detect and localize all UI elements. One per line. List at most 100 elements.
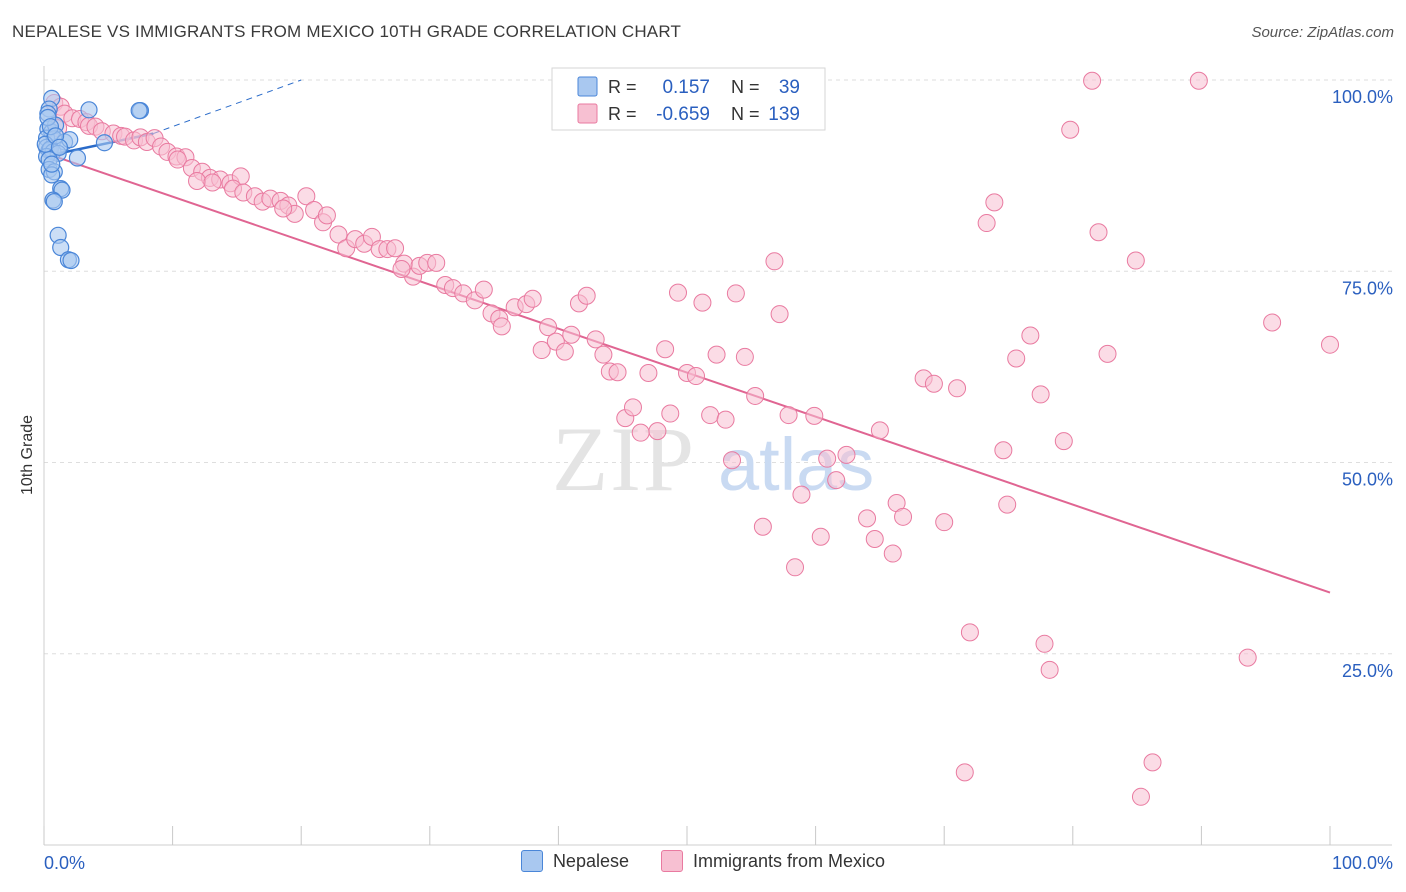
legend-r-value-2: -0.659	[656, 104, 710, 125]
mexico-point-139	[1263, 313, 1282, 332]
nepalese-point-18	[95, 134, 114, 152]
legend-item-mexico[interactable]: Immigrants from Mexico	[661, 850, 885, 872]
nepalese-point-21	[68, 149, 87, 167]
mexico-point-115	[924, 374, 943, 393]
nepalese-point-38	[43, 155, 61, 173]
legend-item-nepalese[interactable]: Nepalese	[520, 850, 629, 872]
mexico-point-129	[1054, 432, 1073, 451]
mexico-point-130	[1061, 120, 1080, 139]
legend-label-mexico: Immigrants from Mexico	[693, 850, 886, 871]
mexico-point-98	[765, 252, 784, 271]
mexico-point-124	[1007, 349, 1026, 368]
mexico-point-90	[701, 406, 720, 425]
mexico-point-99	[770, 305, 789, 324]
mexico-point-42	[317, 206, 336, 225]
mexico-point-100	[779, 406, 798, 425]
y-tick-label-1: 75.0%	[1342, 278, 1393, 298]
mexico-point-91	[707, 345, 726, 364]
tick-labels: 100.0% 75.0% 50.0% 25.0% 0.0% 100.0%	[44, 87, 1393, 873]
mexico-point-138	[1238, 648, 1257, 667]
series-nepalese-points	[36, 89, 150, 270]
trend-line-nepalese-extension	[153, 79, 302, 135]
series-mexico-points	[45, 71, 1339, 806]
mexico-point-43	[329, 225, 348, 244]
mexico-point-80	[623, 398, 642, 417]
mexico-point-89	[693, 293, 712, 312]
legend-n-value-1: 39	[779, 77, 800, 98]
mexico-point-105	[818, 449, 837, 468]
mexico-point-88	[687, 367, 706, 386]
legend-n-label-1: N =	[731, 77, 760, 97]
trend-lines	[43, 79, 1331, 594]
mexico-point-133	[1098, 344, 1117, 363]
mexico-point-132	[1089, 223, 1108, 242]
mexico-point-96	[746, 386, 765, 405]
mexico-point-92	[716, 410, 735, 429]
legend-swatch-nepalese-bottom	[520, 850, 543, 872]
legend-n-label-2: N =	[731, 104, 760, 124]
mexico-point-131	[1083, 71, 1102, 90]
mexico-point-101	[786, 558, 805, 577]
mexico-point-123	[998, 495, 1017, 514]
mexico-point-75	[586, 330, 605, 349]
legend-swatch-nepalese	[577, 76, 598, 97]
mexico-point-119	[960, 623, 979, 642]
mexico-point-136	[1143, 753, 1162, 772]
mexico-point-72	[562, 325, 581, 344]
mexico-point-107	[837, 445, 856, 464]
legend-label-nepalese: Nepalese	[552, 850, 629, 871]
mexico-point-110	[870, 421, 889, 440]
mexico-point-116	[935, 513, 954, 532]
nepalese-point-5	[130, 101, 148, 120]
mexico-point-122	[994, 441, 1013, 460]
mexico-point-137	[1189, 71, 1208, 90]
legend-swatch-mexico	[577, 103, 598, 124]
stats-legend: R = 0.157 N = 39 R = -0.659 N = 139	[551, 67, 826, 131]
mexico-point-95	[735, 347, 754, 366]
legend-n-value-2: 139	[768, 104, 800, 125]
chart-title: NEPALESE VS IMMIGRANTS FROM MEXICO 10TH …	[12, 22, 682, 41]
legend-r-value-1: 0.157	[662, 77, 710, 98]
mexico-point-68	[532, 341, 551, 360]
mexico-point-102	[792, 485, 811, 504]
mexico-point-83	[648, 422, 667, 441]
mexico-point-61	[474, 280, 493, 299]
mexico-point-125	[1021, 326, 1040, 345]
nepalese-point-30	[52, 238, 70, 257]
mexico-point-64	[492, 317, 511, 336]
source-label: Source: ZipAtlas.com	[1251, 24, 1394, 41]
nepalese-point-37	[50, 138, 69, 156]
legend-swatch-mexico-bottom	[661, 850, 683, 872]
nepalese-point-3	[80, 101, 98, 119]
mexico-point-126	[1031, 385, 1050, 404]
mexico-point-28	[188, 171, 207, 190]
mexico-point-86	[668, 283, 687, 302]
mexico-point-82	[639, 363, 658, 382]
mexico-point-106	[827, 471, 846, 490]
x-tick-label-0: 0.0%	[44, 853, 85, 873]
mexico-point-134	[1126, 251, 1145, 270]
mexico-point-128	[1040, 660, 1059, 679]
mexico-point-81	[631, 423, 650, 442]
mexico-point-118	[955, 763, 974, 782]
mexico-point-84	[656, 340, 675, 359]
mexico-point-67	[523, 289, 542, 308]
mexico-point-55	[427, 253, 446, 272]
mexico-point-29	[203, 173, 222, 192]
y-tick-label-0: 100.0%	[1332, 87, 1393, 107]
mexico-point-71	[555, 342, 574, 361]
mexico-point-39	[274, 199, 293, 218]
mexico-point-121	[985, 193, 1004, 212]
mexico-point-140	[1321, 335, 1339, 354]
y-tick-label-2: 50.0%	[1342, 470, 1393, 490]
mexico-point-76	[594, 345, 613, 364]
mexico-point-104	[811, 527, 830, 546]
nepalese-point-32	[62, 251, 80, 270]
mexico-point-127	[1035, 634, 1054, 653]
mexico-point-109	[865, 530, 884, 548]
mexico-point-78	[608, 363, 627, 382]
nepalese-point-28	[45, 193, 63, 211]
mexico-point-108	[858, 509, 877, 528]
mexico-point-97	[753, 517, 772, 536]
